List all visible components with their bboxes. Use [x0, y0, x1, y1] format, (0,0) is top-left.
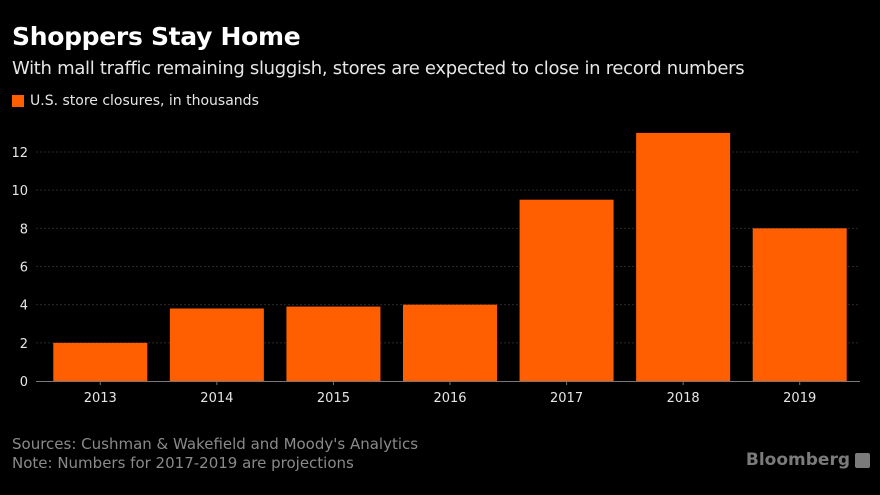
- y-tick-label: 10: [11, 184, 28, 199]
- legend-label: U.S. store closures, in thousands: [30, 93, 259, 109]
- logo-text: Bloomberg: [745, 450, 850, 470]
- y-tick-label: 4: [20, 299, 28, 314]
- x-tick-label: 2014: [200, 391, 233, 406]
- x-tick-label: 2015: [317, 391, 350, 406]
- bar-2017: [519, 199, 614, 381]
- y-tick-label: 0: [20, 375, 28, 390]
- x-tick-label: 2018: [667, 391, 700, 406]
- x-tick-label: 2019: [783, 391, 816, 406]
- x-tick-label: 2016: [433, 391, 466, 406]
- bar-2014: [169, 308, 264, 381]
- y-tick-label: 8: [20, 222, 28, 237]
- x-tick-label: 2013: [84, 391, 117, 406]
- bar-2016: [403, 304, 497, 381]
- bar-2013: [53, 342, 148, 381]
- chart-subtitle: With mall traffic remaining sluggish, st…: [12, 58, 745, 79]
- y-tick-label: 6: [20, 261, 28, 276]
- legend: U.S. store closures, in thousands: [12, 93, 259, 109]
- legend-swatch: [12, 95, 24, 107]
- y-tick-label: 12: [11, 146, 28, 161]
- bloomberg-terminal-icon: [855, 452, 870, 468]
- bar-2015: [286, 306, 381, 381]
- bar-2018: [636, 132, 731, 381]
- chart-title: Shoppers Stay Home: [12, 22, 301, 51]
- sources-note: Sources: Cushman & Wakefield and Moody's…: [12, 435, 419, 453]
- projection-note: Note: Numbers for 2017-2019 are projecti…: [12, 454, 354, 472]
- x-tick-label: 2017: [550, 391, 583, 406]
- bar-2019: [752, 228, 847, 381]
- y-tick-label: 2: [20, 337, 28, 352]
- bloomberg-logo: Bloomberg: [746, 450, 870, 470]
